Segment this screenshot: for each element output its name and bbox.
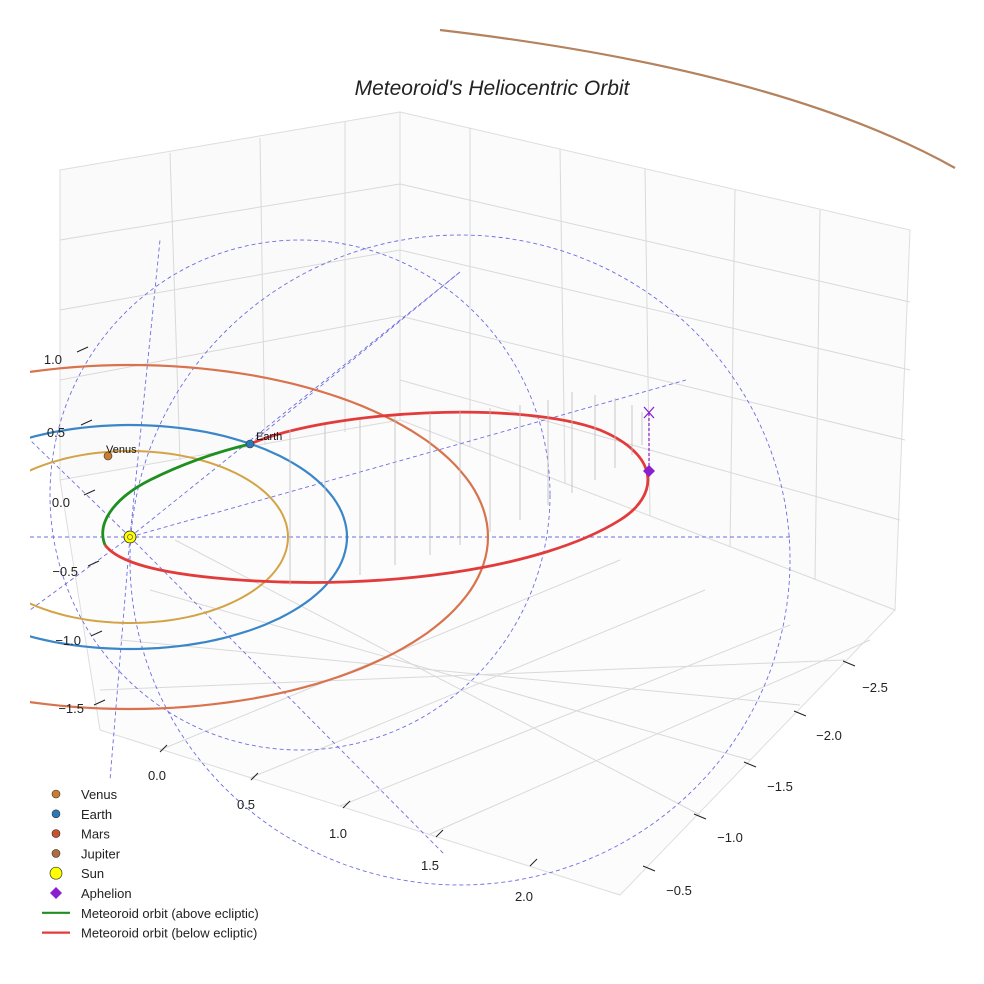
legend-swatch	[51, 809, 61, 819]
legend-item-5: Sun	[49, 866, 104, 881]
ticks-y-mark-3	[743, 761, 757, 768]
axes-box	[59, 111, 911, 896]
reference-line-2	[129, 379, 687, 538]
markers: Venus Earth	[103, 406, 655, 544]
legend-swatch	[51, 829, 61, 838]
venus-label: Venus	[106, 444, 137, 456]
ticks-z-mark-6	[93, 699, 106, 706]
reference-line-6	[129, 536, 446, 856]
ecliptic-reference-circle-inner	[49, 239, 551, 751]
reference-line-9	[249, 271, 461, 445]
ticks-y-label-2: −2.0	[816, 728, 842, 743]
drop-lines	[289, 392, 643, 585]
venus-orbit	[30, 449, 289, 625]
ticks-x-mark-5	[529, 858, 538, 867]
legend-swatch	[51, 789, 61, 799]
ticks-x-mark-4	[435, 829, 444, 838]
ticks-y-mark-4	[693, 813, 707, 820]
ticks-x-label-1: 0.0	[148, 768, 166, 783]
x-axis-ticks: 0.0 0.5 1.0 1.5 2.0	[148, 744, 538, 904]
ecliptic-reference-circle-outer	[129, 234, 791, 886]
reference-line-3	[129, 271, 461, 538]
legend-swatch	[50, 887, 62, 899]
legend-item-3: Mars	[51, 827, 110, 842]
legend-label: Aphelion	[81, 886, 132, 901]
legend-label: Jupiter	[81, 846, 121, 861]
ticks-z-mark-3	[83, 489, 96, 496]
legend-item-4: Jupiter	[51, 846, 121, 861]
aphelion-marker	[643, 465, 655, 477]
ticks-y-mark-2	[793, 710, 807, 717]
ticks-z-label-4: −0.5	[52, 564, 78, 579]
ticks-x-mark-2	[250, 772, 259, 781]
legend-label: Sun	[81, 866, 104, 881]
chart-title: Meteoroid's Heliocentric Orbit	[355, 77, 631, 100]
legend-item-6: Aphelion	[50, 886, 132, 901]
ticks-z-mark-1	[76, 346, 89, 353]
legend: Venus Earth Mars Jupiter Sun Aphelion Meteoroi…	[42, 787, 259, 941]
z-axis-ticks: 1.0 0.5 0.0 −0.5 −1.0 −1.5	[44, 346, 106, 716]
jupiter-orbit	[439, 28, 956, 169]
legend-item-2: Earth	[51, 807, 112, 822]
grid-lines	[59, 122, 911, 835]
legend-swatch	[51, 849, 61, 858]
ticks-x-label-4: 1.5	[421, 858, 439, 873]
ticks-y-mark-1	[842, 660, 856, 667]
ticks-x-mark-3	[342, 800, 351, 809]
sun-center	[127, 534, 133, 540]
legend-swatch	[49, 866, 63, 880]
mars-orbit	[30, 363, 490, 711]
legend-item-8: Meteoroid orbit (below ecliptic)	[42, 926, 257, 941]
earth-orbit	[30, 423, 349, 651]
ticks-z-label-1: 1.0	[44, 352, 62, 367]
ticks-z-label-6: −1.5	[58, 701, 84, 716]
legend-label: Venus	[81, 787, 118, 802]
ticks-x-mark-1	[159, 744, 168, 753]
reference-line-5	[109, 536, 131, 781]
aphelion-projection-cross	[643, 406, 655, 419]
ticks-z-mark-5	[90, 630, 103, 637]
ticks-x-label-2: 0.5	[237, 797, 255, 812]
legend-label: Meteoroid orbit (below ecliptic)	[81, 926, 257, 941]
earth-marker	[245, 439, 255, 449]
legend-label: Mars	[81, 827, 110, 842]
ticks-z-mark-2	[80, 419, 93, 426]
earth-label: Earth	[256, 431, 282, 443]
ticks-z-mark-4	[87, 560, 100, 567]
reference-line-8	[30, 439, 131, 538]
ticks-y-label-4: −1.0	[717, 830, 743, 845]
ticks-y-mark-5	[642, 865, 656, 872]
sun-marker	[123, 530, 137, 544]
reference-lines	[30, 234, 791, 886]
legend-label: Earth	[81, 807, 112, 822]
ticks-z-label-3: 0.0	[52, 495, 70, 510]
orbits	[30, 28, 956, 886]
meteoroid-orbit-above	[101, 442, 251, 546]
ticks-y-label-1: −2.5	[862, 680, 888, 695]
legend-label: Meteoroid orbit (above ecliptic)	[81, 906, 259, 921]
legend-item-7: Meteoroid orbit (above ecliptic)	[42, 906, 259, 921]
meteoroid-orbit-below	[103, 410, 650, 584]
venus-marker	[103, 451, 113, 461]
ticks-z-label-2: 0.5	[47, 425, 65, 440]
floor-pane	[59, 419, 896, 896]
ticks-x-label-5: 2.0	[515, 889, 533, 904]
ticks-x-label-3: 1.0	[329, 826, 347, 841]
ticks-y-label-3: −1.5	[767, 779, 793, 794]
ticks-z-label-5: −1.0	[55, 633, 81, 648]
y-axis-ticks: −2.5 −2.0 −1.5 −1.0 −0.5	[642, 660, 888, 898]
legend-item-1: Venus	[51, 787, 118, 802]
ticks-y-label-5: −0.5	[666, 883, 692, 898]
